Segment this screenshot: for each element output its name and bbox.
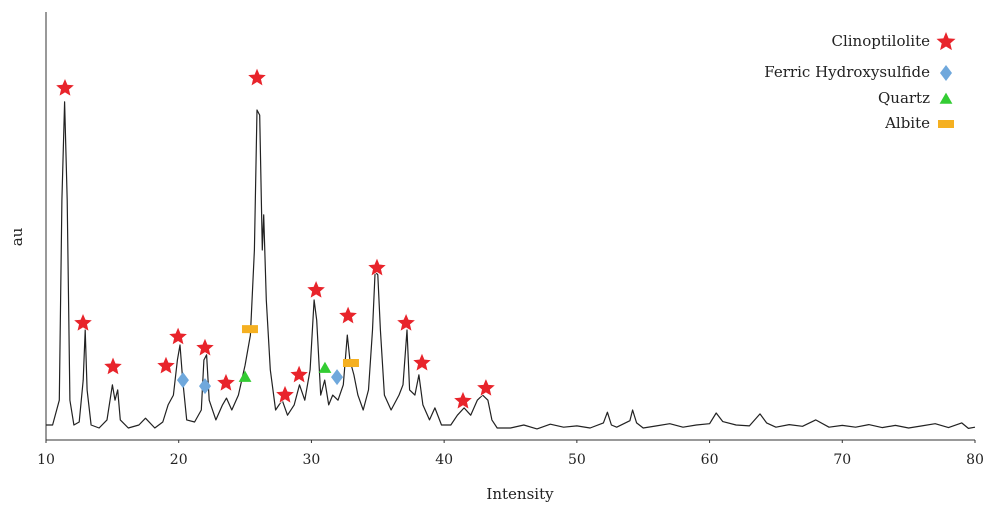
x-tick-label: 70 bbox=[833, 452, 851, 468]
x-tick-label: 20 bbox=[170, 452, 188, 468]
legend-label: Clinoptilolite bbox=[831, 32, 930, 50]
x-tick-label: 50 bbox=[568, 452, 586, 468]
x-tick-label: 60 bbox=[701, 452, 719, 468]
peak-marker bbox=[215, 372, 237, 392]
peak-marker bbox=[155, 355, 177, 375]
peak-marker bbox=[246, 67, 268, 87]
x-tick-label: 80 bbox=[966, 452, 984, 468]
legend-symbol bbox=[938, 120, 954, 128]
legend-label: Albite bbox=[884, 114, 930, 132]
legend-symbol bbox=[939, 92, 953, 104]
legend-symbol bbox=[940, 65, 952, 81]
peak-marker bbox=[331, 369, 344, 386]
peak-marker bbox=[342, 358, 359, 367]
peak-marker bbox=[198, 378, 211, 395]
peak-marker bbox=[54, 77, 76, 97]
peak-marker bbox=[241, 325, 258, 334]
peak-marker bbox=[366, 257, 388, 277]
peak-marker bbox=[102, 356, 124, 376]
trace-line bbox=[46, 101, 976, 430]
peak-marker bbox=[238, 370, 252, 382]
peak-marker bbox=[305, 279, 327, 299]
peak-marker bbox=[411, 352, 433, 372]
peak-marker bbox=[337, 305, 359, 325]
peak-marker bbox=[274, 384, 296, 404]
legend-symbol bbox=[936, 32, 956, 51]
peak-marker bbox=[72, 312, 94, 332]
peak-marker bbox=[475, 377, 497, 397]
peak-marker bbox=[395, 312, 417, 332]
peak-marker bbox=[288, 364, 310, 384]
peak-marker bbox=[318, 361, 332, 373]
x-tick-label: 10 bbox=[37, 452, 55, 468]
y-axis-label: au bbox=[8, 227, 26, 246]
peak-marker bbox=[452, 390, 474, 410]
peak-marker bbox=[176, 372, 189, 389]
peak-marker bbox=[194, 337, 216, 357]
peak-marker bbox=[167, 326, 189, 346]
legend-label: Ferric Hydroxysulfide bbox=[764, 63, 930, 81]
x-tick-label: 40 bbox=[435, 452, 453, 468]
x-axis-label: Intensity bbox=[486, 485, 554, 503]
legend-label: Quartz bbox=[878, 89, 930, 107]
x-tick-label: 30 bbox=[303, 452, 321, 468]
